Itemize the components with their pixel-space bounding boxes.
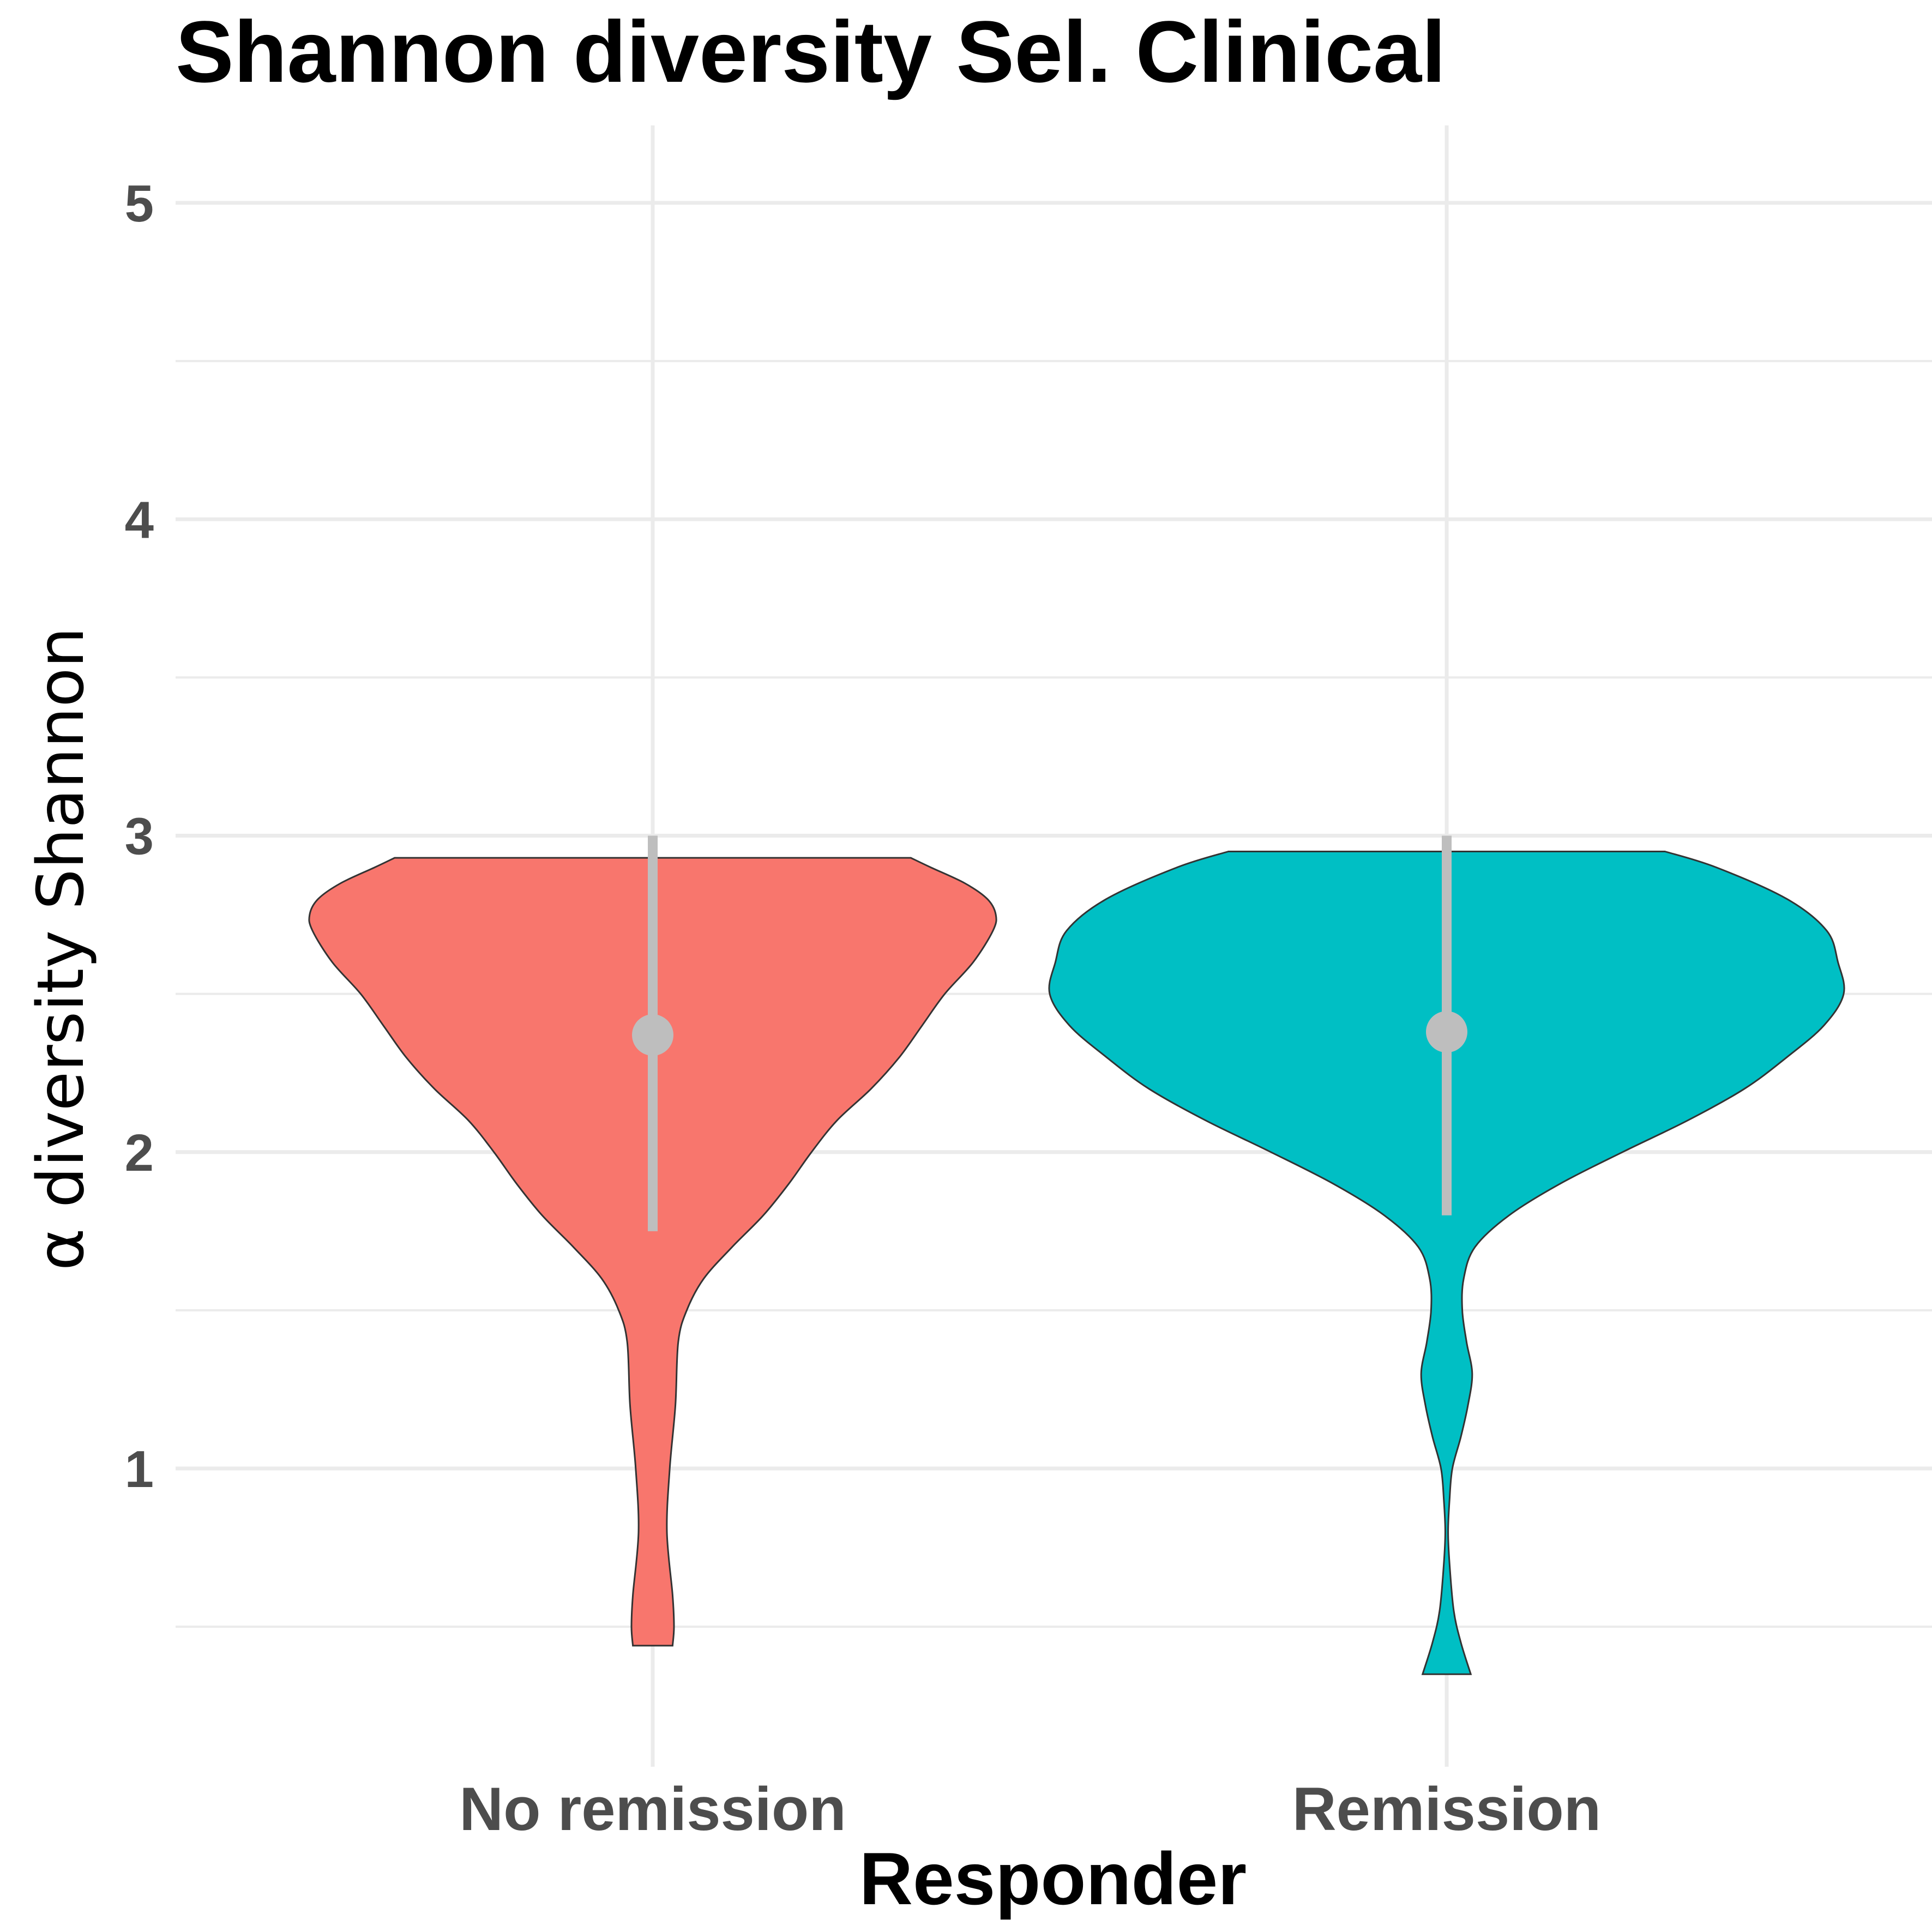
- violin-no-remission: [308, 857, 997, 1647]
- y-axis-title: α diversity Shannon: [23, 627, 98, 1271]
- violin-layer: [308, 851, 1845, 1675]
- chart-title: Shannon diversity Sel. Clinical: [176, 3, 1446, 100]
- mean-point: [632, 1014, 673, 1056]
- x-axis-title: Responder: [859, 1837, 1247, 1920]
- y-tick-label: 2: [125, 1124, 154, 1182]
- x-tick-label: Remission: [1292, 1775, 1601, 1843]
- x-axis-ticks: No remission Remission: [459, 1775, 1601, 1843]
- y-tick-label: 1: [125, 1440, 154, 1498]
- y-tick-label: 3: [125, 808, 154, 866]
- y-tick-label: 4: [125, 491, 154, 549]
- x-tick-label: No remission: [459, 1775, 846, 1843]
- y-tick-label: 5: [125, 174, 154, 233]
- mean-point: [1426, 1011, 1467, 1053]
- y-axis-ticks: 1 2 3 4 5: [125, 174, 154, 1498]
- summary-layer: [632, 835, 1467, 1231]
- violin-remission: [1048, 851, 1845, 1675]
